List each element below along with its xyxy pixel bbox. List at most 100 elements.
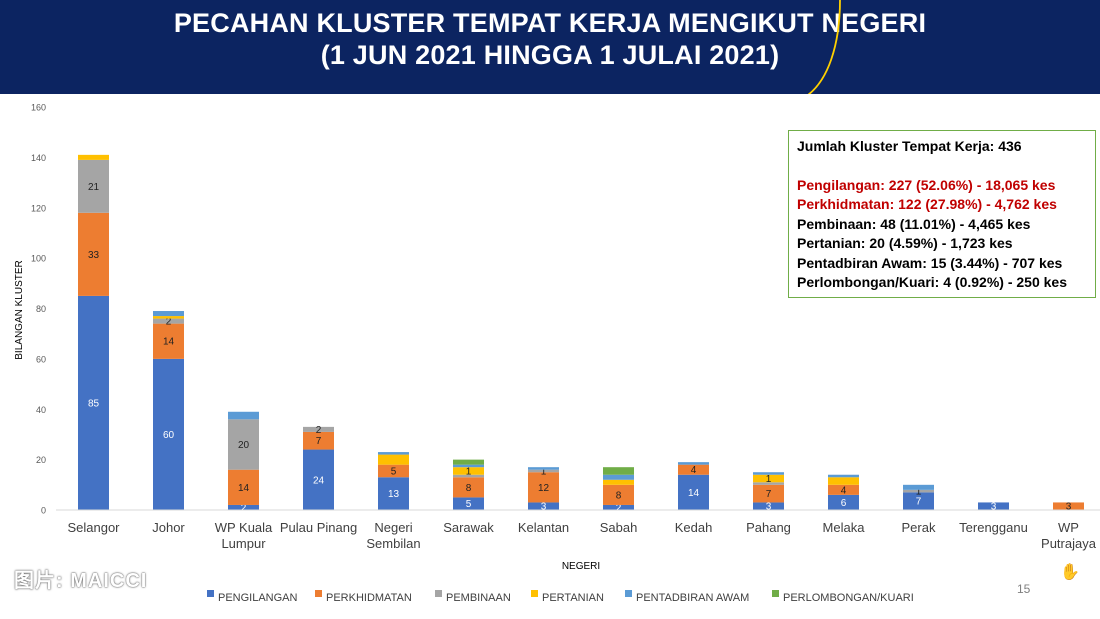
bar-segment [828, 484, 859, 495]
bar-segment [378, 454, 409, 465]
x-tick-label: Sabah [600, 520, 638, 535]
data-label: 3 [991, 502, 997, 513]
bar-segment [828, 474, 859, 478]
y-tick-label: 140 [31, 153, 46, 163]
data-label: 2 [316, 425, 322, 436]
bar-segment [453, 474, 484, 478]
bar-segment [303, 431, 334, 450]
watermark: 图片: MAICCI [14, 570, 148, 592]
x-tick-label: Melaka [823, 520, 866, 535]
bar-segment [153, 323, 184, 359]
y-tick-label: 160 [31, 103, 46, 113]
legend: PENGILANGAN PERKHIDMATAN PEMBINAAN PERTANIA… [207, 590, 914, 604]
data-label: 33 [88, 250, 100, 261]
bar-segment [753, 474, 784, 483]
bar-segment [303, 426, 334, 432]
x-tick-label: Sarawak [443, 520, 494, 535]
legend-swatch [531, 590, 538, 597]
summary-line: Perlombongan/Kuari: 4 (0.92%) - 250 kes [797, 274, 1067, 290]
summary-line: Pembinaan: 48 (11.01%) - 4,465 kes [797, 215, 1031, 232]
bar-segment [228, 504, 259, 510]
x-tick-label: WP [1058, 520, 1079, 535]
page-subtitle: (1 JUN 2021 HINGGA 1 JULAI 2021) [320, 40, 780, 70]
decorative-curve [807, 0, 841, 94]
bar-segment [378, 452, 409, 455]
bar-segment [753, 502, 784, 510]
bar-segment [528, 472, 559, 503]
x-tick-label: Selangor [67, 520, 120, 535]
title-banner: PECAHAN KLUSTER TEMPAT KERJA MENGIKUT NE… [0, 0, 1100, 94]
x-tick-label: Lumpur [221, 536, 266, 551]
bar-segment [453, 467, 484, 475]
bar-segment [603, 504, 634, 510]
bar-segment [903, 489, 934, 493]
data-label: 1 [466, 466, 472, 477]
legend-label: PERLOMBONGAN/KUARI [783, 592, 914, 604]
data-label: 3 [541, 502, 547, 513]
data-label: 85 [88, 398, 100, 409]
data-label: 14 [688, 488, 700, 499]
legend-swatch [435, 590, 442, 597]
bar-segment [603, 484, 634, 505]
data-label: 1 [766, 474, 772, 485]
page-number: 15 [1017, 582, 1031, 596]
x-tick-label: Johor [152, 520, 185, 535]
x-tick-label: Kedah [675, 520, 713, 535]
page-title: PECAHAN KLUSTER TEMPAT KERJA MENGIKUT NE… [173, 8, 927, 38]
bar-segment [753, 472, 784, 475]
data-label: 1 [541, 466, 547, 477]
x-tick-label: Pahang [746, 520, 791, 535]
bar-segment [453, 477, 484, 498]
bar-segment [903, 484, 934, 490]
data-label: 60 [163, 430, 175, 441]
data-label: 2 [616, 503, 622, 514]
data-label: 4 [841, 485, 847, 496]
bar-segment [78, 212, 109, 296]
summary-line: Pertanian: 20 (4.59%) - 1,723 kes [797, 235, 1013, 251]
data-label: 20 [238, 440, 250, 451]
bar-segment [603, 467, 634, 475]
bar-segment [528, 467, 559, 470]
bar-segment [603, 474, 634, 480]
bar-segment [678, 464, 709, 475]
legend-swatch [315, 590, 322, 597]
data-label: 1 [916, 487, 922, 498]
bar-segment [453, 464, 484, 468]
bar-segment [903, 492, 934, 510]
data-label: 12 [538, 483, 550, 494]
bar-segment [453, 459, 484, 465]
bar-segment [378, 464, 409, 478]
data-label: 3 [1066, 502, 1072, 513]
bar-segment [228, 419, 259, 470]
x-tick-label: Putrajaya [1041, 536, 1097, 551]
y-axis-title: BILANGAN KLUSTER [14, 260, 25, 359]
legend-label: PENTADBIRAN AWAM [636, 592, 749, 604]
data-label: 6 [841, 498, 847, 509]
bar-segment [978, 502, 1009, 510]
bar-segment [678, 474, 709, 510]
x-tick-label: Perak [902, 520, 936, 535]
x-tick-label: Pulau Pinang [280, 520, 357, 535]
bar-segment [603, 479, 634, 485]
x-axis-title: NEGERI [562, 561, 600, 572]
bar-segment [453, 497, 484, 510]
bar-segment [303, 449, 334, 510]
x-tick-label: Kelantan [518, 520, 569, 535]
bar-segment [753, 482, 784, 485]
x-tick-label: Sembilan [366, 536, 420, 551]
summary-line: Pentadbiran Awam: 15 (3.44%) - 707 kes [797, 254, 1063, 271]
bar-segment [78, 159, 109, 213]
x-tick-label: Negeri [374, 520, 412, 535]
y-tick-label: 80 [36, 304, 46, 314]
summary-line: Pengilangan: 227 (52.06%) - 18,065 kes [797, 176, 1056, 193]
summary-lines: Pengilangan: 227 (52.06%) - 18,065 kes Pe… [797, 176, 1095, 293]
bar-segment [528, 469, 559, 473]
bar-segment [153, 311, 184, 317]
legend-swatch [207, 590, 214, 597]
y-tick-label: 60 [36, 354, 46, 364]
legend-label: PERTANIAN [542, 592, 604, 604]
data-label: 13 [388, 489, 400, 500]
bar-segment [78, 154, 109, 160]
data-label: 14 [238, 483, 250, 494]
